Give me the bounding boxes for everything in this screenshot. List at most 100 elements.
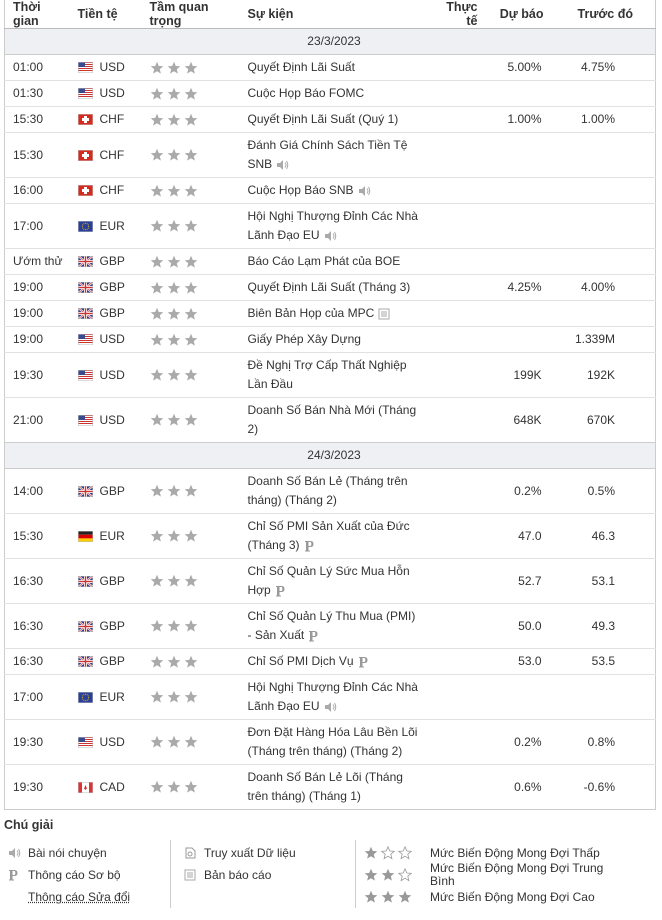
star-shape bbox=[150, 333, 163, 346]
star bbox=[150, 113, 163, 126]
star bbox=[167, 307, 180, 320]
event-name: Cuộc Họp Báo SNB bbox=[247, 183, 354, 197]
importance-cell bbox=[141, 203, 240, 249]
star-shape bbox=[364, 891, 378, 904]
star-shape bbox=[397, 868, 413, 882]
cross bbox=[77, 490, 93, 493]
event-name: Quyết Định Lãi Suất bbox=[247, 60, 355, 74]
event-cell: Chỉ Số PMI Dịch Vụ bbox=[239, 648, 430, 675]
importance-cell bbox=[141, 274, 240, 301]
star-shape bbox=[184, 307, 197, 320]
event-row: 16:00 CHF Cuộc Họp Báo SNB bbox=[4, 177, 656, 204]
star-shape bbox=[184, 87, 197, 100]
event-row: 19:30 CAD Doanh Số Bán Lẻ Lõi (Tháng trên … bbox=[4, 764, 656, 810]
star bbox=[84, 693, 86, 695]
stripe bbox=[77, 68, 93, 70]
event-name: Giấy Phép Xây Dựng bbox=[247, 332, 361, 346]
currency-cell: GBP bbox=[69, 603, 142, 649]
currency: EUR bbox=[99, 528, 125, 543]
time-cell: 21:00 bbox=[4, 397, 70, 443]
star bbox=[381, 869, 395, 882]
event-cell: Chỉ Số PMI Sản Xuất của Đức (Tháng 3) bbox=[239, 513, 430, 559]
currency: CHF bbox=[99, 183, 125, 197]
event-cell: Chỉ Số Quản Lý Thu Mua (PMI) - Sản Xuất bbox=[239, 603, 430, 649]
flag bbox=[77, 308, 93, 320]
report-icon bbox=[378, 308, 390, 320]
star bbox=[150, 307, 163, 320]
time-cell: 14:00 bbox=[4, 468, 70, 514]
importance-cell bbox=[141, 326, 240, 353]
forecast-cell bbox=[489, 674, 556, 720]
previous-value: 49.3 bbox=[591, 618, 615, 633]
stripe bbox=[77, 94, 93, 96]
currency: CAD bbox=[99, 779, 125, 794]
legend-item: Thông cáo Sơ bộ bbox=[4, 864, 130, 886]
flag bbox=[77, 149, 93, 161]
importance-cell bbox=[141, 80, 240, 107]
star-shape bbox=[167, 333, 180, 346]
previous-value: 0.8% bbox=[587, 734, 615, 749]
speaker bbox=[277, 159, 284, 170]
star-shape bbox=[150, 485, 163, 497]
band bbox=[77, 538, 93, 542]
forecast-cell: 1.00% bbox=[489, 106, 556, 133]
forecast-cell bbox=[489, 248, 556, 275]
previous-value: 4.00% bbox=[580, 280, 615, 294]
event-row: 19:00 GBP Biên Bản Họp của MPC bbox=[4, 300, 656, 327]
date-row: 23/3/2023 bbox=[4, 28, 656, 55]
event-cell: Đơn Đặt Hàng Hóa Lâu Bền Lõi (Tháng trên… bbox=[239, 719, 430, 765]
flag-border bbox=[77, 575, 93, 587]
event-name: Chỉ Số PMI Dịch Vụ bbox=[247, 654, 354, 668]
star-shape bbox=[167, 620, 180, 632]
forecast-cell: 53.0 bbox=[489, 648, 556, 675]
forecast-value: 4.25% bbox=[507, 280, 542, 294]
event-name: Quyết Định Lãi Suất (Tháng 3) bbox=[247, 280, 411, 294]
star bbox=[86, 223, 88, 225]
star bbox=[87, 698, 89, 700]
importance-cell bbox=[141, 558, 240, 604]
event-row: 19:30 USD Đề Nghị Trợ Cấp Thất Nghiệp Lần … bbox=[4, 352, 656, 398]
separator bbox=[170, 840, 171, 908]
header-cell: Tiền tệ bbox=[69, 0, 142, 29]
actual-cell bbox=[429, 513, 490, 559]
importance-stars bbox=[150, 654, 201, 668]
currency: USD bbox=[99, 412, 125, 427]
star bbox=[364, 891, 378, 904]
flag bbox=[77, 691, 93, 703]
star-shape bbox=[184, 736, 197, 748]
star-shape bbox=[167, 281, 180, 294]
event-cell: Cuộc Họp Báo SNB bbox=[239, 177, 430, 204]
importance-cell bbox=[141, 648, 240, 675]
star-shape bbox=[167, 255, 180, 268]
star-shape bbox=[184, 575, 197, 587]
flag bbox=[77, 114, 93, 126]
event-cell: Doanh Số Bán Lẻ (Tháng trên tháng) (Thán… bbox=[239, 468, 430, 514]
actual-cell bbox=[429, 274, 490, 301]
previous-cell bbox=[555, 248, 656, 275]
wave bbox=[366, 186, 370, 196]
time-cell: 16:30 bbox=[4, 558, 70, 604]
star-shape bbox=[381, 891, 395, 904]
canton bbox=[77, 736, 85, 742]
legend-item: Thông cáo Sửa đổi bbox=[4, 886, 130, 908]
flag-border bbox=[77, 62, 93, 74]
legend-icon bbox=[180, 869, 204, 881]
currency-cell: EUR bbox=[69, 203, 142, 249]
stripe bbox=[77, 420, 93, 422]
flag-bg bbox=[77, 334, 93, 346]
event-name: Hội Nghị Thượng Đỉnh Các Nhà Lãnh Đạo EU bbox=[247, 209, 418, 242]
star bbox=[150, 184, 163, 197]
star-shape bbox=[150, 281, 163, 294]
star bbox=[167, 333, 180, 346]
actual-cell bbox=[429, 54, 490, 81]
importance-stars bbox=[150, 413, 201, 427]
previous-cell bbox=[555, 300, 656, 327]
lens bbox=[187, 851, 193, 857]
flag-bg bbox=[77, 369, 93, 381]
forecast-cell bbox=[489, 326, 556, 353]
star bbox=[184, 575, 197, 587]
currency: USD bbox=[99, 367, 125, 382]
header-row: Thời gian Tiền tệ Tầm quan trọng Sự kiện… bbox=[4, 0, 656, 29]
star-shape bbox=[184, 255, 197, 268]
event-cell: Đề Nghị Trợ Cấp Thất Nghiệp Lần Đầu bbox=[239, 352, 430, 398]
